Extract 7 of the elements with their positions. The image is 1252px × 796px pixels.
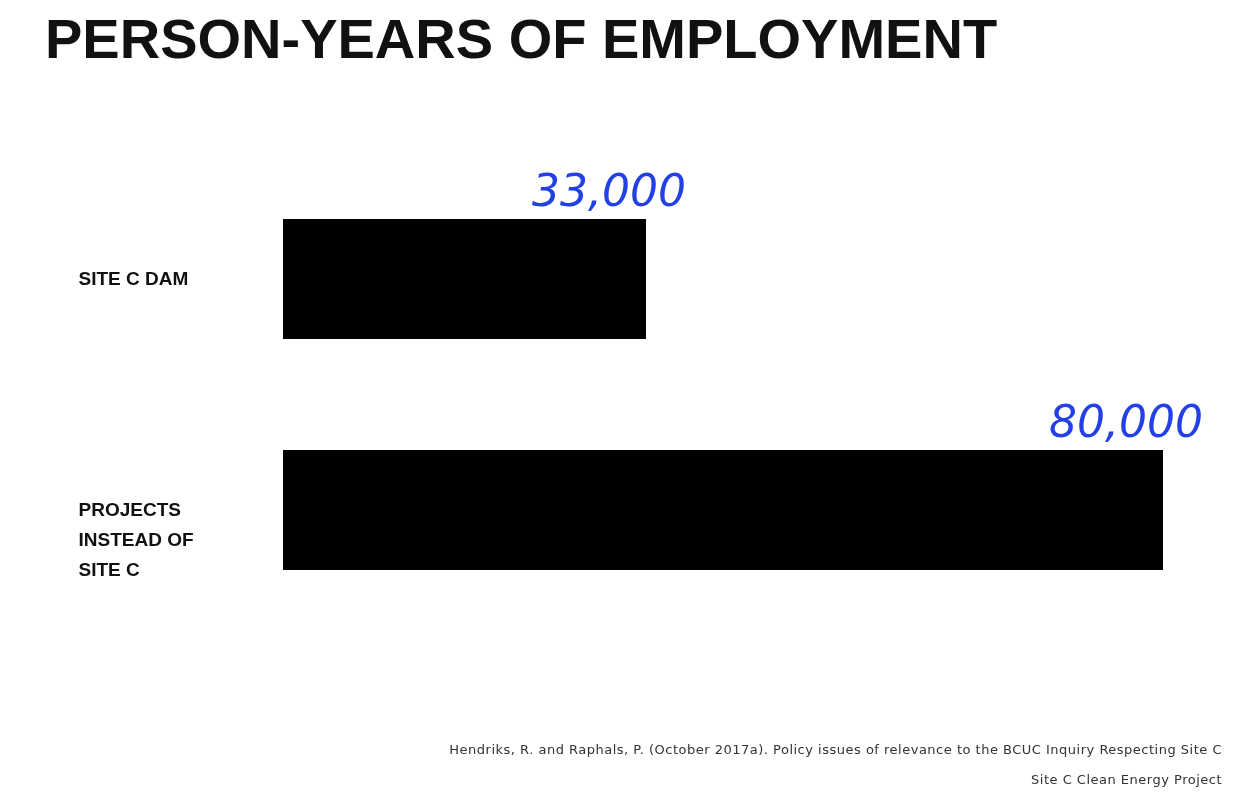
y-tick-label: SITE C DAM (78, 268, 189, 289)
text: Site C Clean Energy Project (1030, 771, 1222, 789)
y-tick-label: PROJECTS INSTEAD OF SITE C (78, 499, 194, 580)
chart-title: PERSON-YEARS OF EMPLOYMENT (45, 7, 998, 70)
text: Hendriks, R. and Raphals, P. (October 2017a). Policy issues of relevance to the BCUC Inquiry Respecting Site C (449, 741, 1222, 759)
data-label: 80,000 (1049, 396, 1203, 447)
data-label: 33,000 (532, 165, 686, 216)
